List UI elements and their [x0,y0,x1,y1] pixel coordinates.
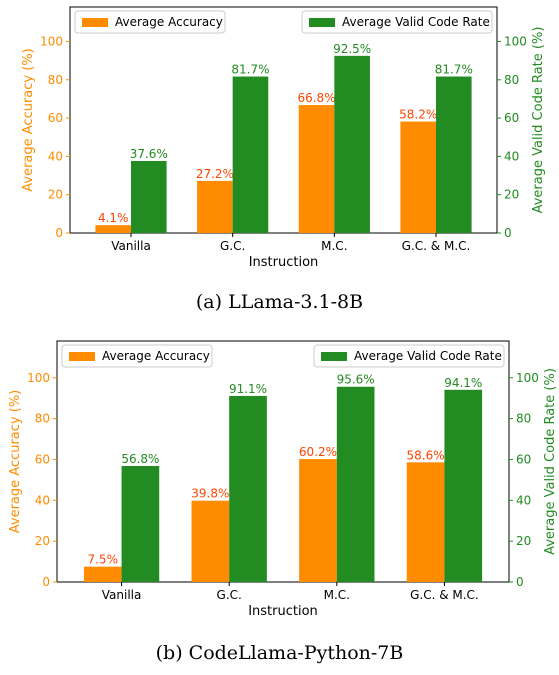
valid-rate-bar-2 [229,395,267,582]
legend-valid-rate-box [301,10,493,34]
accuracy-data-label-4: 58.2% [399,108,437,122]
legend-valid-rate: Average Valid Code Rate [313,344,505,368]
chart-a: 4.1% 27.2% 66.8% 58.2% 37.6% 81.7% 92.5% 81.7% 0… [21,6,546,313]
legend-valid-rate-swatch [309,18,335,27]
accuracy-data-label-1: 7.5% [87,553,118,567]
x-tick-label-1: G.C. [220,239,245,253]
legend-valid-rate-swatch [321,352,347,361]
valid-rate-bar-4 [436,76,472,233]
accuracy-bar-4 [406,462,445,582]
caption-a: (a) LLama-3.1-8B [196,291,363,313]
caption-b: (b) CodeLlama-Python-7B [156,642,404,664]
valid-rate-bar-3 [334,55,370,233]
x-axis-label: Instruction [249,255,319,270]
accuracy-bar-1 [95,225,131,233]
valid-rate-data-label-3: 95.6% [337,373,375,387]
legend-accuracy: Average Accuracy [61,344,213,368]
valid-rate-data-label-1: 56.8% [121,452,159,466]
accuracy-data-label-4: 58.6% [407,448,445,462]
legend-accuracy-swatch [69,352,95,361]
right-tick-label-3: 60 [504,111,519,125]
accuracy-bar-1 [83,566,122,582]
accuracy-data-label-3: 66.8% [297,91,335,105]
legend-valid-rate-box [313,344,505,368]
x-tick-label-0: Vanilla [111,239,151,253]
left-tick-label-0: 0 [42,575,50,589]
accuracy-data-label-2: 27.2% [196,167,234,181]
right-tick-label-4: 80 [516,412,531,426]
legend-accuracy-label: Average Accuracy [102,349,210,363]
accuracy-data-label-1: 4.1% [98,211,129,225]
x-axis-label: Instruction [248,604,318,619]
x-tick-label-2: M.C. [324,588,350,602]
right-tick-label-1: 20 [516,534,531,548]
left-y-axis-label: Average Accuracy (%) [8,390,23,534]
left-tick-label-2: 40 [35,493,50,507]
legend-valid-rate: Average Valid Code Rate [301,10,493,34]
valid-rate-data-label-1: 37.6% [130,147,168,161]
valid-rate-data-label-2: 91.1% [229,382,267,396]
accuracy-data-label-3: 60.2% [299,445,337,459]
accuracy-bar-3 [298,105,335,233]
legend-accuracy-label: Average Accuracy [115,15,223,29]
x-tick-label-3: G.C. & M.C. [410,588,479,602]
right-y-axis-label: Average Valid Code Rate (%) [543,368,558,555]
left-tick-label-4: 80 [48,73,63,87]
right-tick-label-1: 20 [504,188,519,202]
legend-valid-rate-label: Average Valid Code Rate [342,15,490,29]
valid-rate-bar-2 [232,76,269,233]
valid-rate-data-label-2: 81.7% [231,63,269,77]
accuracy-bar-3 [299,459,337,582]
x-tick-label-3: G.C. & M.C. [402,239,471,253]
left-tick-label-4: 80 [35,412,50,426]
plot-frame [69,6,498,234]
accuracy-data-label-2: 39.8% [191,487,229,501]
right-tick-label-3: 60 [516,452,531,466]
accuracy-bar-2 [197,180,233,233]
x-tick-label-1: G.C. [217,588,242,602]
x-tick-label-2: M.C. [321,239,347,253]
legend-accuracy-box [74,10,226,34]
legend-accuracy: Average Accuracy [74,10,226,34]
left-y-axis-label: Average Accuracy (%) [21,48,36,192]
x-tick-label-0: Vanilla [102,588,142,602]
left-tick-label-2: 40 [48,149,63,163]
left-tick-label-5: 100 [27,371,50,385]
left-tick-label-1: 20 [48,188,63,202]
plot-frame [56,340,510,583]
valid-rate-bar-1 [121,465,160,582]
valid-rate-data-label-4: 81.7% [435,63,473,77]
right-tick-label-0: 0 [516,575,524,589]
legend-valid-rate-label: Average Valid Code Rate [354,349,502,363]
left-tick-label-3: 60 [35,452,50,466]
left-tick-label-5: 100 [40,34,63,48]
accuracy-bar-2 [191,500,230,582]
right-tick-label-4: 80 [504,73,519,87]
right-tick-label-5: 100 [504,34,527,48]
right-tick-label-5: 100 [516,371,539,385]
right-y-axis-label: Average Valid Code Rate (%) [531,27,546,214]
chart-b: 7.5% 39.8% 60.2% 58.6% 56.8% 91.1% 95.6% 94.1% 0… [8,340,558,664]
valid-rate-bar-3 [336,386,375,582]
left-tick-label-1: 20 [35,534,50,548]
left-tick-label-0: 0 [55,226,63,240]
right-tick-label-2: 40 [516,493,531,507]
valid-rate-data-label-3: 92.5% [333,42,371,56]
valid-rate-data-label-4: 94.1% [444,376,482,390]
accuracy-bar-4 [400,121,436,233]
legend-accuracy-box [61,344,213,368]
legend-accuracy-swatch [82,18,108,27]
left-tick-label-3: 60 [48,111,63,125]
valid-rate-bar-1 [131,160,167,233]
right-tick-label-2: 40 [504,149,519,163]
valid-rate-bar-4 [444,389,483,582]
right-tick-label-0: 0 [504,226,512,240]
